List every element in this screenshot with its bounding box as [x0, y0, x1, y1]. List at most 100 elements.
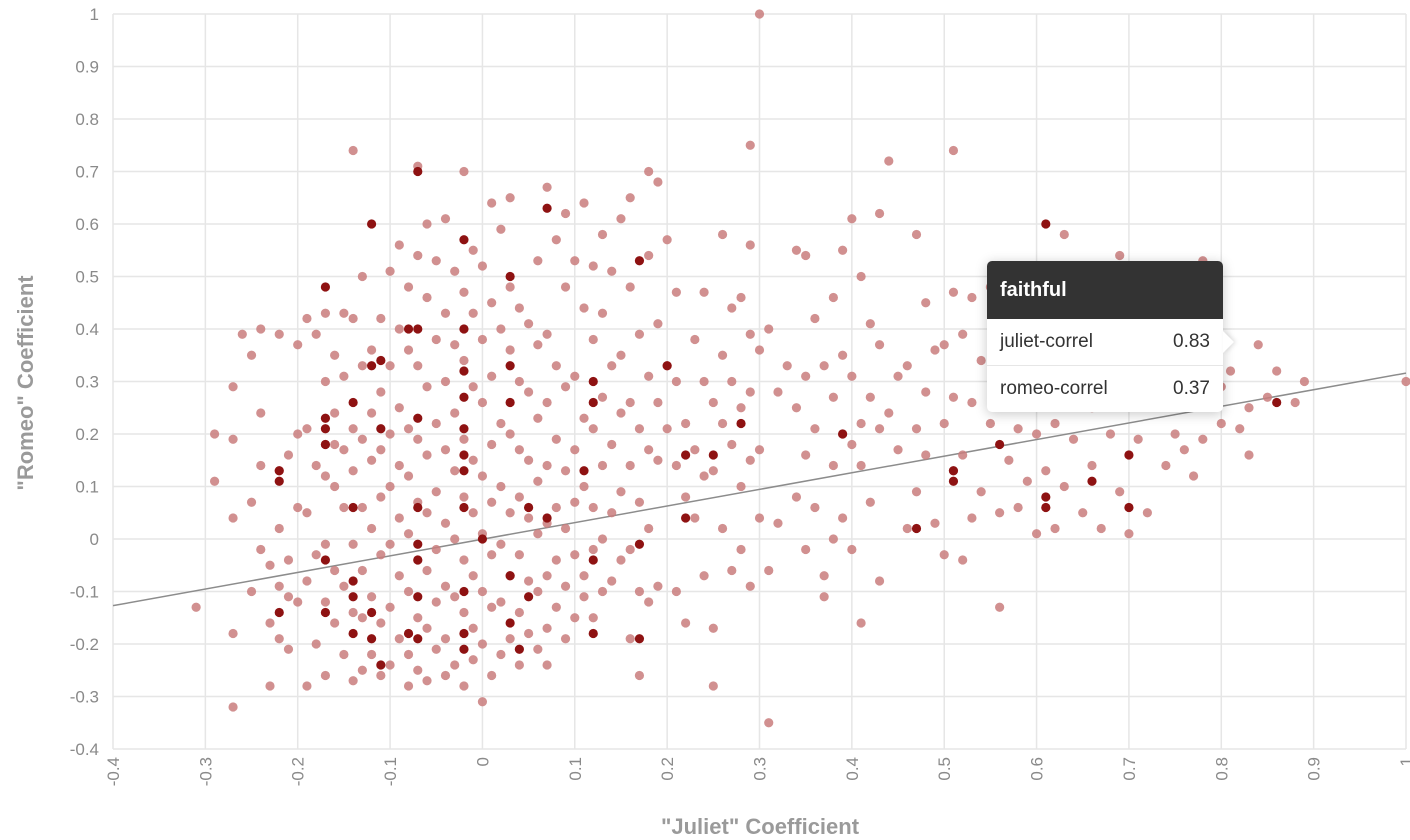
- data-point-highlighted[interactable]: [459, 628, 469, 639]
- data-point[interactable]: [597, 534, 608, 544]
- data-point[interactable]: [376, 387, 386, 397]
- data-point[interactable]: [736, 481, 746, 492]
- data-point[interactable]: [1253, 340, 1263, 350]
- data-point[interactable]: [588, 544, 598, 555]
- data-point[interactable]: [348, 145, 358, 156]
- data-point[interactable]: [477, 471, 488, 481]
- data-point[interactable]: [431, 334, 441, 345]
- data-point[interactable]: [634, 424, 645, 434]
- data-point[interactable]: [376, 618, 386, 628]
- data-point[interactable]: [228, 513, 238, 523]
- data-point[interactable]: [727, 376, 737, 387]
- data-point-highlighted[interactable]: [1041, 502, 1051, 513]
- data-point[interactable]: [939, 340, 949, 350]
- data-point-highlighted[interactable]: [367, 219, 377, 229]
- data-point[interactable]: [330, 350, 340, 360]
- data-point[interactable]: [995, 508, 1005, 518]
- data-point-highlighted[interactable]: [413, 555, 423, 565]
- data-point[interactable]: [403, 345, 414, 355]
- data-point-highlighted[interactable]: [367, 361, 377, 371]
- data-point[interactable]: [505, 634, 515, 644]
- data-point[interactable]: [791, 403, 802, 413]
- data-point[interactable]: [690, 513, 700, 523]
- data-point[interactable]: [422, 382, 432, 392]
- data-point[interactable]: [745, 455, 755, 465]
- data-point-highlighted[interactable]: [505, 397, 515, 408]
- data-point-highlighted[interactable]: [634, 634, 645, 644]
- data-point[interactable]: [856, 618, 866, 628]
- data-point-highlighted[interactable]: [459, 424, 469, 434]
- data-point[interactable]: [1115, 250, 1125, 261]
- data-point[interactable]: [283, 450, 294, 460]
- data-point[interactable]: [644, 371, 654, 381]
- data-point[interactable]: [283, 555, 294, 565]
- data-point[interactable]: [1272, 366, 1282, 376]
- data-point[interactable]: [625, 460, 635, 471]
- data-point[interactable]: [422, 676, 432, 686]
- data-point[interactable]: [274, 329, 284, 339]
- data-point[interactable]: [477, 261, 488, 271]
- data-point[interactable]: [394, 403, 404, 413]
- data-point[interactable]: [403, 424, 414, 434]
- data-point[interactable]: [394, 634, 404, 644]
- data-point-highlighted[interactable]: [514, 644, 524, 654]
- data-point-highlighted[interactable]: [505, 618, 515, 628]
- data-point[interactable]: [847, 214, 857, 224]
- data-point[interactable]: [921, 298, 931, 308]
- data-point[interactable]: [607, 576, 617, 586]
- data-point[interactable]: [838, 245, 848, 255]
- data-point[interactable]: [838, 350, 848, 360]
- data-point[interactable]: [745, 581, 755, 591]
- data-point[interactable]: [1096, 523, 1106, 534]
- data-point-highlighted[interactable]: [1272, 397, 1282, 408]
- data-point[interactable]: [597, 586, 608, 597]
- data-point[interactable]: [367, 592, 377, 602]
- data-point-highlighted[interactable]: [459, 450, 469, 460]
- data-point[interactable]: [1142, 508, 1152, 518]
- data-point[interactable]: [265, 618, 275, 628]
- data-point[interactable]: [708, 466, 718, 476]
- data-point[interactable]: [708, 397, 718, 408]
- data-point[interactable]: [514, 492, 524, 502]
- data-point[interactable]: [403, 529, 414, 539]
- data-point[interactable]: [339, 371, 349, 381]
- data-point-highlighted[interactable]: [413, 502, 423, 513]
- data-point[interactable]: [422, 508, 432, 518]
- data-point[interactable]: [394, 324, 404, 334]
- data-point[interactable]: [496, 324, 506, 334]
- data-point[interactable]: [394, 571, 404, 581]
- data-point[interactable]: [385, 481, 395, 492]
- data-point[interactable]: [1059, 229, 1069, 240]
- data-point-highlighted[interactable]: [367, 634, 377, 644]
- data-point[interactable]: [367, 523, 377, 534]
- data-point[interactable]: [487, 670, 497, 681]
- data-point-highlighted[interactable]: [348, 576, 358, 586]
- data-point[interactable]: [302, 313, 312, 324]
- data-point[interactable]: [579, 571, 589, 581]
- data-point[interactable]: [551, 502, 561, 513]
- data-point[interactable]: [533, 256, 543, 266]
- data-point[interactable]: [487, 371, 497, 381]
- data-point[interactable]: [1004, 455, 1014, 465]
- data-point[interactable]: [616, 555, 626, 565]
- data-point-highlighted[interactable]: [662, 361, 672, 371]
- data-point[interactable]: [440, 308, 451, 318]
- data-point-highlighted[interactable]: [838, 429, 848, 439]
- data-point[interactable]: [1133, 434, 1143, 444]
- data-point[interactable]: [320, 471, 331, 481]
- data-point[interactable]: [671, 376, 681, 387]
- data-point[interactable]: [930, 345, 940, 355]
- data-point[interactable]: [579, 413, 589, 423]
- data-point[interactable]: [1161, 460, 1171, 471]
- data-point[interactable]: [1299, 376, 1310, 387]
- data-point[interactable]: [634, 586, 645, 597]
- data-point[interactable]: [376, 670, 386, 681]
- data-point-highlighted[interactable]: [274, 466, 284, 476]
- data-point[interactable]: [1059, 481, 1069, 492]
- data-point[interactable]: [274, 634, 284, 644]
- data-point-highlighted[interactable]: [348, 502, 358, 513]
- data-point[interactable]: [468, 455, 478, 465]
- data-point[interactable]: [256, 544, 266, 555]
- data-point-highlighted[interactable]: [588, 397, 598, 408]
- data-point[interactable]: [542, 460, 552, 471]
